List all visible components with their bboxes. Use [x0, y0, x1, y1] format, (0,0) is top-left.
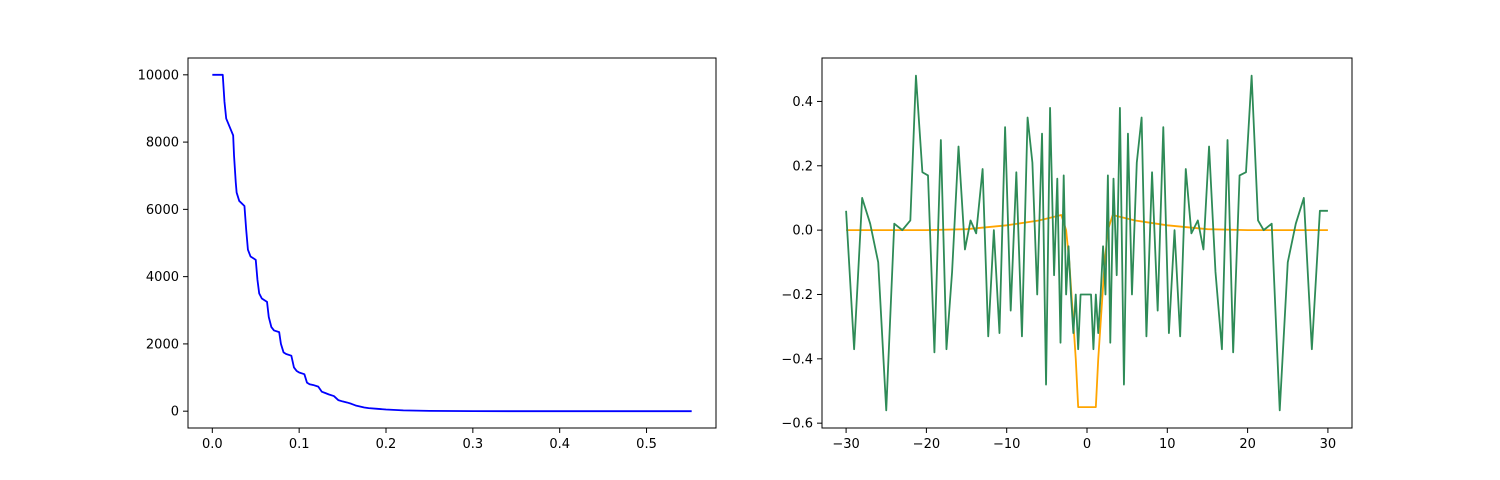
- x-tick-label: 0.0: [202, 437, 223, 452]
- x-tick-label: −10: [993, 437, 1020, 452]
- y-tick-label: −0.4: [781, 352, 813, 367]
- x-tick-label: 10: [1159, 437, 1176, 452]
- series-line-0: [846, 214, 1328, 408]
- x-tick-label: −30: [832, 437, 859, 452]
- y-tick-label: 6000: [146, 203, 179, 218]
- y-tick-label: 4000: [146, 270, 179, 285]
- y-tick-label: 10000: [138, 68, 179, 83]
- y-tick-label: 0.2: [792, 159, 813, 174]
- x-tick-label: 0: [1083, 437, 1091, 452]
- y-tick-label: −0.6: [781, 417, 813, 432]
- y-tick-label: 2000: [146, 337, 179, 352]
- y-tick-label: −0.2: [781, 288, 813, 303]
- axes-frame: [187, 57, 717, 429]
- x-tick-label: −20: [913, 437, 940, 452]
- x-tick-label: 20: [1239, 437, 1256, 452]
- series-line-0: [212, 73, 692, 413]
- plot-area: [845, 74, 1328, 412]
- y-tick-label: 0.4: [792, 95, 813, 110]
- x-tick-label: 30: [1320, 437, 1337, 452]
- y-tick-label: 8000: [146, 136, 179, 151]
- x-tick-label: 0.1: [289, 437, 310, 452]
- right-chart: −30 −20 −10 0 10 20 30 −0.6 −0.4 −0.2 0.0 0.2 0.4: [781, 57, 1353, 452]
- left-chart: 0.0 0.1 0.2 0.3 0.4 0.5 0 2000 4000 6000 8000 10000: [138, 57, 717, 452]
- x-tick-label: 0.4: [549, 437, 570, 452]
- y-tick-label: 0: [171, 405, 179, 420]
- x-tick-label: 0.5: [636, 437, 657, 452]
- x-tick-label: 0.3: [462, 437, 483, 452]
- series-line-1: [845, 74, 1328, 412]
- x-tick-label: 0.2: [376, 437, 397, 452]
- plot-area: [212, 73, 692, 413]
- y-tick-label: 0.0: [792, 224, 813, 239]
